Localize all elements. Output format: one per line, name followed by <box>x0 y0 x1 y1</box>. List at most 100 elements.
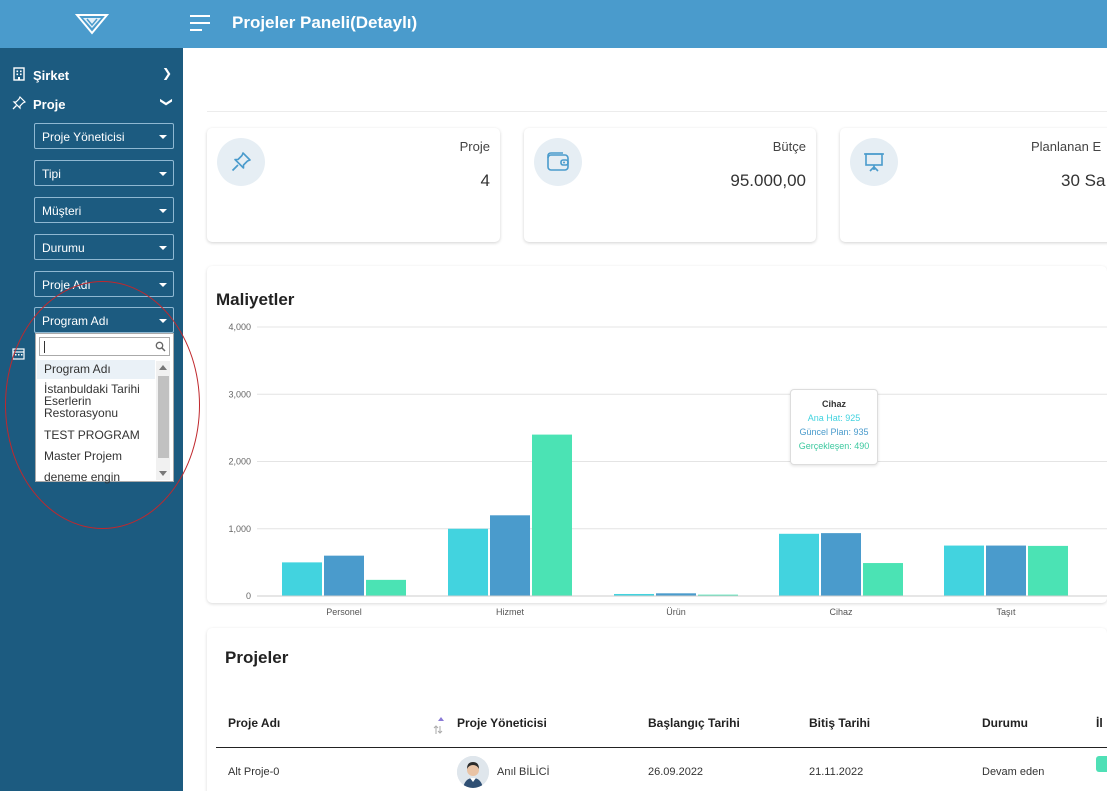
tooltip-title: Cihaz <box>821 399 846 409</box>
tooltip-row: Ana Hat: 925 <box>807 413 861 423</box>
column-header-proje-adi[interactable]: Proje Adı <box>228 716 281 730</box>
logo[interactable] <box>0 0 183 48</box>
bar-ger-ekle-en[interactable] <box>698 594 738 597</box>
x-tick-label: Ürün <box>666 607 686 617</box>
dropdown-option[interactable]: Master Projem <box>44 449 123 463</box>
y-tick-label: 4,000 <box>228 322 251 332</box>
dropdown-options: Program Adı İstanbuldaki Tarihi Eserleri… <box>37 360 155 484</box>
dropdown-option[interactable]: deneme engin <box>44 470 121 484</box>
sidebar-item-label: Proje <box>33 97 66 112</box>
wallet-icon <box>534 138 582 186</box>
bar-g-ncel-plan[interactable] <box>986 545 1026 596</box>
caret-down-icon <box>159 172 167 176</box>
table-header-divider <box>216 747 1107 748</box>
filter-durumu[interactable]: Durumu <box>34 234 174 260</box>
column-header-durumu[interactable]: Durumu <box>982 716 1028 730</box>
bar-g-ncel-plan[interactable] <box>656 593 696 596</box>
bar-ana-hat[interactable] <box>944 545 984 596</box>
tooltip-row: Güncel Plan: 935 <box>799 427 869 437</box>
filter-program-adi[interactable]: Program Adı <box>34 307 174 333</box>
sidebar-item-sirket[interactable]: Şirket ❯ <box>0 62 183 88</box>
bar-ana-hat[interactable] <box>448 528 488 596</box>
building-icon <box>13 67 25 81</box>
chevron-down-icon: ❯ <box>160 96 175 108</box>
dropdown-option[interactable]: İstanbuldaki Tarihi Eserlerin Restorasyo… <box>44 382 140 420</box>
sort-icon[interactable] <box>433 715 447 735</box>
filter-proje-yoneticisi[interactable]: Proje Yöneticisi <box>34 123 174 149</box>
column-header-bitis-tarihi[interactable]: Bitiş Tarihi <box>809 716 871 730</box>
stat-card-butce: Bütçe 95.000,00 <box>524 128 816 242</box>
column-header-proje-yoneticisi[interactable]: Proje Yöneticisi <box>457 716 547 730</box>
scroll-down-icon[interactable] <box>159 471 167 476</box>
program-adi-dropdown: Program Adı İstanbuldaki Tarihi Eserleri… <box>35 333 174 484</box>
projects-table-card <box>207 628 1107 791</box>
column-header-baslangic-tarihi[interactable]: Başlangıç Tarihi <box>648 716 740 730</box>
chart-tooltip: Cihaz Ana Hat: 925 Güncel Plan: 935 Gerç… <box>790 389 878 465</box>
bar-ana-hat[interactable] <box>614 593 654 596</box>
stat-label: Planlanan E <box>1031 139 1102 154</box>
sidebar-item-proje[interactable]: Proje ❯ <box>0 91 183 117</box>
bar-ger-ekle-en[interactable] <box>1028 545 1068 596</box>
bar-g-ncel-plan[interactable] <box>324 555 364 596</box>
y-tick-label: 1,000 <box>228 524 251 534</box>
search-icon <box>155 341 166 352</box>
x-tick-label: Taşıt <box>996 607 1016 617</box>
filter-tipi[interactable]: Tipi <box>34 160 174 186</box>
presentation-board-icon <box>850 138 898 186</box>
cell-project-name[interactable]: Alt Proje-0 <box>228 766 280 778</box>
dropdown-scrollbar[interactable] <box>156 361 170 480</box>
sidebar-item-label: Şirket <box>33 68 70 83</box>
filter-label: Tipi <box>42 167 61 181</box>
hamburger-menu-icon[interactable] <box>190 15 210 33</box>
caret-down-icon <box>159 283 167 287</box>
dropdown-search-input[interactable] <box>39 337 170 356</box>
bar-ana-hat[interactable] <box>779 533 819 596</box>
stat-label: Proje <box>459 139 490 154</box>
filter-musteri[interactable]: Müşteri <box>34 197 174 223</box>
caret-down-icon <box>159 135 167 139</box>
pin-icon <box>12 96 26 110</box>
bar-g-ncel-plan[interactable] <box>821 533 861 596</box>
x-tick-label: Cihaz <box>829 607 853 617</box>
column-header-il[interactable]: İl <box>1096 716 1103 730</box>
filter-label: Müşteri <box>42 204 82 218</box>
x-tick-label: Personel <box>326 607 362 617</box>
dropdown-option[interactable]: Program Adı <box>37 360 155 379</box>
stat-value: 95.000,00 <box>730 171 806 190</box>
bar-g-ncel-plan[interactable] <box>490 515 530 596</box>
page-title: Projeler Paneli(Detaylı) <box>232 13 418 32</box>
stat-card-proje: Proje 4 <box>207 128 500 242</box>
filter-label: Program Adı <box>42 314 109 328</box>
logo-icon <box>74 14 109 35</box>
caret-down-icon <box>159 209 167 213</box>
projects-title: Projeler <box>225 648 289 667</box>
cell-end-date: 21.11.2022 <box>809 766 864 778</box>
stat-value: 30 Sa <box>1061 171 1106 190</box>
stat-label: Bütçe <box>772 139 806 154</box>
y-tick-label: 3,000 <box>228 389 251 399</box>
filter-proje-adi[interactable]: Proje Adı <box>34 271 174 297</box>
filter-label: Proje Adı <box>42 278 91 292</box>
chevron-right-icon: ❯ <box>162 66 173 80</box>
tooltip-row: Gerçekleşen: 490 <box>798 441 870 451</box>
top-header <box>0 0 1107 48</box>
stat-card-planlanan: Planlanan E 30 Sa <box>840 128 1107 242</box>
y-tick-label: 2,000 <box>228 457 251 467</box>
avatar <box>457 756 489 788</box>
bar-ger-ekle-en[interactable] <box>532 434 572 596</box>
dropdown-option[interactable]: TEST PROGRAM <box>44 428 140 442</box>
divider <box>207 111 1107 112</box>
y-tick-label: 0 <box>246 591 251 601</box>
bar-ana-hat[interactable] <box>282 562 322 596</box>
bar-ger-ekle-en[interactable] <box>366 579 406 596</box>
caret-down-icon <box>159 246 167 250</box>
progress-bar <box>1096 756 1107 772</box>
calendar-icon[interactable] <box>12 347 25 360</box>
cell-start-date: 26.09.2022 <box>648 766 704 778</box>
costs-bar-chart: 0 1,000 2,000 3,000 4,000 Personel Hizmet Ürün C… <box>228 322 1107 617</box>
costs-title: Maliyetler <box>216 290 295 309</box>
cell-status: Devam eden <box>982 766 1045 778</box>
scroll-thumb[interactable] <box>158 376 169 458</box>
bar-ger-ekle-en[interactable] <box>863 563 903 596</box>
scroll-up-icon[interactable] <box>159 365 167 370</box>
